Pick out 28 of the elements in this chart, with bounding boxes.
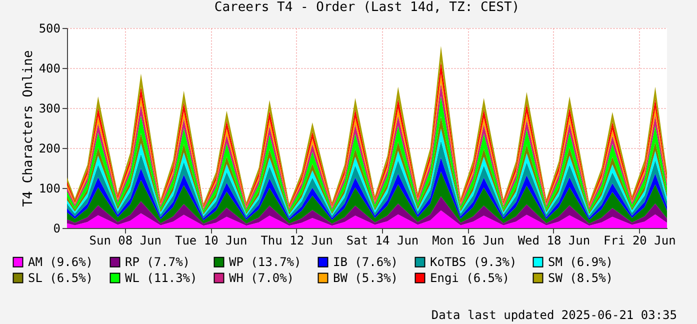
- y-tick-label: 300: [38, 102, 60, 116]
- legend-label: IB (7.6%): [333, 255, 398, 270]
- legend-label: WH (7.0%): [229, 271, 294, 285]
- legend-label: Engi (6.5%): [430, 271, 510, 285]
- y-tick-label: 100: [38, 182, 60, 196]
- x-tick-label: Tue 10 Jun: [174, 234, 248, 248]
- legend-label: BW (5.3%): [333, 271, 398, 285]
- chart-title: Careers T4 - Order (Last 14d, TZ: CEST): [214, 0, 520, 15]
- x-tick-label: Fri 20 Jun: [604, 234, 676, 248]
- y-tick-label: 400: [38, 62, 60, 76]
- x-tick-label: Mon 16 Jun: [432, 234, 504, 248]
- legend-label: AM (9.6%): [28, 255, 94, 270]
- legend-label: SW (8.5%): [548, 271, 614, 285]
- legend-label: SL (6.5%): [28, 271, 94, 285]
- y-tick-label: 0: [53, 222, 60, 236]
- legend-label: WP (13.7%): [229, 255, 302, 270]
- x-tick-label: Sat 14 Jun: [346, 234, 419, 248]
- y-tick-label: 200: [38, 142, 60, 156]
- x-tick-label: Thu 12 Jun: [260, 234, 333, 248]
- y-tick-label: 500: [38, 22, 60, 36]
- x-tick-label: Sun 08 Jun: [89, 234, 162, 248]
- text: Data last updated 2025-06-21 03:35: [431, 308, 677, 322]
- legend-label: WL (11.3%): [125, 271, 198, 285]
- legend-label: SM (6.9%): [548, 255, 614, 270]
- x-tick-label: Wed 18 Jun: [518, 234, 590, 248]
- y-axis-title: T4 Characters Online: [20, 50, 36, 207]
- legend-label: KoTBS (9.3%): [430, 255, 517, 270]
- legend-label: RP (7.7%): [125, 255, 190, 270]
